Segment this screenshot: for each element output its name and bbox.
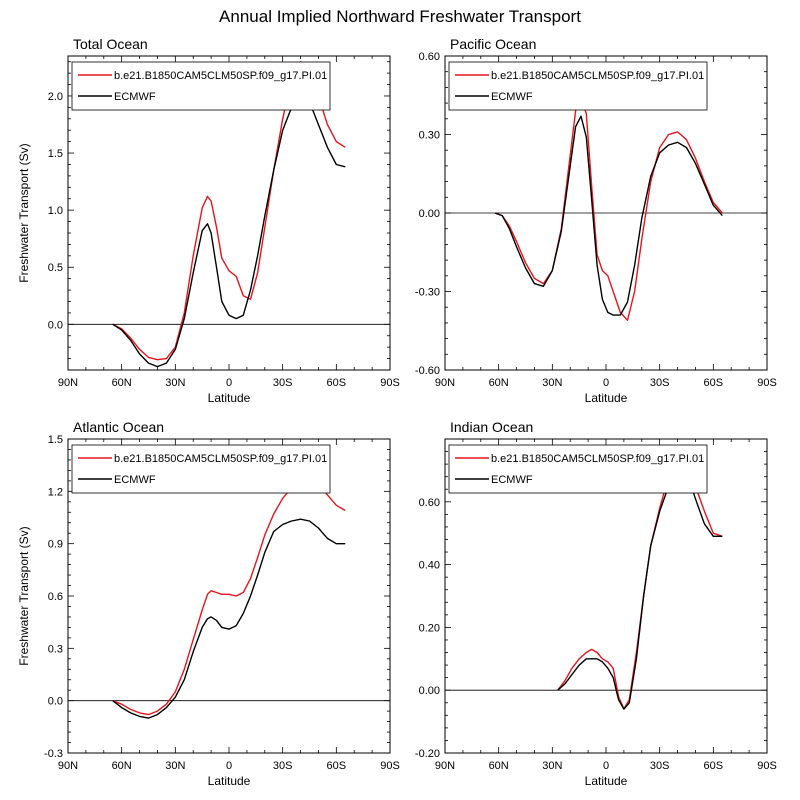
panel-title: Indian Ocean [450, 419, 533, 435]
x-tick-label: 90S [380, 377, 400, 389]
y-tick-label: 1.5 [48, 148, 63, 160]
y-tick-label: 0.5 [48, 262, 63, 274]
x-tick-label: 30S [650, 377, 670, 389]
x-tick-label: 60S [704, 377, 724, 389]
x-tick-label: 60N [112, 760, 132, 772]
x-tick-label: 60S [327, 377, 347, 389]
panel-title: Pacific Ocean [450, 36, 536, 52]
x-axis-label: Latitude [585, 391, 628, 405]
ecmwf-series-line [112, 518, 346, 719]
y-tick-label: 2.0 [48, 91, 63, 103]
x-tick-label: 0 [603, 377, 609, 389]
legend: b.e21.B1850CAM5CLM50SP.f09_g17.PI.01 ECMW… [71, 61, 331, 111]
legend-label: b.e21.B1850CAM5CLM50SP.f09_g17.PI.01 [114, 453, 327, 465]
x-tick-label: 60N [112, 377, 132, 389]
x-tick-label: 90N [435, 760, 455, 772]
legend: b.e21.B1850CAM5CLM50SP.f09_g17.PI.01 ECMW… [448, 444, 708, 494]
legend-label: ECMWF [491, 91, 533, 103]
y-tick-label: 1.5 [48, 434, 63, 446]
x-tick-label: 90N [58, 377, 78, 389]
x-tick-label: 30S [273, 760, 293, 772]
y-tick-label: 0.3 [48, 643, 63, 655]
y-tick-label: 0.0 [48, 696, 63, 708]
figure-title: Annual Implied Northward Freshwater Tran… [219, 7, 581, 26]
model-series-line [494, 97, 723, 321]
x-tick-label: 30N [165, 377, 185, 389]
y-tick-label: 0.00 [419, 685, 440, 697]
y-tick-label: -0.30 [415, 287, 440, 299]
x-tick-label: 30N [165, 760, 185, 772]
y-tick-label: 0.30 [419, 130, 440, 142]
x-tick-label: 30N [542, 377, 562, 389]
ecmwf-series-line [112, 95, 346, 368]
x-axis-label: Latitude [208, 774, 251, 788]
y-tick-label: 0.9 [48, 539, 63, 551]
y-tick-label: 0.20 [419, 622, 440, 634]
chart-panel-0: Total Ocean 90N 60N 30N 0 30S 60S 90S 0.0 0.5 1.0 1… [17, 36, 400, 405]
model-series-line [557, 460, 723, 710]
y-tick-label: -0.20 [415, 748, 440, 760]
legend-box [71, 61, 331, 111]
legend-label: ECMWF [491, 474, 533, 486]
panel-title: Total Ocean [73, 36, 148, 52]
y-tick-label: 0.60 [419, 51, 440, 63]
x-tick-label: 0 [603, 760, 609, 772]
x-tick-label: 90N [58, 760, 78, 772]
y-tick-label: 0.60 [419, 497, 440, 509]
x-tick-label: 0 [226, 760, 232, 772]
x-tick-label: 60S [327, 760, 347, 772]
legend-label: ECMWF [114, 474, 156, 486]
legend-label: b.e21.B1850CAM5CLM50SP.f09_g17.PI.01 [114, 70, 327, 82]
x-tick-label: 30N [542, 760, 562, 772]
chart-panel-3: Indian Ocean 90N 60N 30N 0 30S 60S 90S -0.20 0.00… [415, 419, 777, 788]
y-tick-label: 0.00 [419, 208, 440, 220]
ecmwf-series-line [557, 469, 723, 710]
chart-panel-1: Pacific Ocean 90N 60N 30N 0 30S 60S 90S -0.60 -0.… [415, 36, 777, 405]
model-series-line [112, 478, 346, 716]
y-axis-label: Freshwater Transport (Sv) [17, 143, 31, 282]
legend-label: ECMWF [114, 91, 156, 103]
y-axis-label: Freshwater Transport (Sv) [17, 526, 31, 665]
panels: Total Ocean 90N 60N 30N 0 30S 60S 90S 0.0 0.5 1.0 1… [17, 36, 777, 788]
y-tick-label: 0.0 [48, 319, 63, 331]
legend-box [71, 444, 331, 494]
legend-box [448, 61, 708, 111]
x-tick-label: 90N [435, 377, 455, 389]
legend-label: b.e21.B1850CAM5CLM50SP.f09_g17.PI.01 [491, 453, 704, 465]
x-tick-label: 60S [704, 760, 724, 772]
x-tick-label: 90S [757, 760, 777, 772]
y-tick-label: -0.3 [44, 748, 63, 760]
legend-box [448, 444, 708, 494]
x-axis-label: Latitude [208, 391, 251, 405]
legend-label: b.e21.B1850CAM5CLM50SP.f09_g17.PI.01 [491, 70, 704, 82]
x-tick-label: 30S [650, 760, 670, 772]
ecmwf-series-line [494, 115, 723, 316]
y-tick-label: 0.6 [48, 591, 63, 603]
panel-title: Atlantic Ocean [73, 419, 164, 435]
legend: b.e21.B1850CAM5CLM50SP.f09_g17.PI.01 ECMW… [448, 61, 708, 111]
y-tick-label: 1.0 [48, 205, 63, 217]
y-tick-label: -0.60 [415, 365, 440, 377]
x-tick-label: 90S [380, 760, 400, 772]
x-axis-label: Latitude [585, 774, 628, 788]
x-tick-label: 30S [273, 377, 293, 389]
x-tick-label: 60N [489, 377, 509, 389]
y-tick-label: 1.2 [48, 486, 63, 498]
x-tick-label: 60N [489, 760, 509, 772]
chart-panel-2: Atlantic Ocean 90N 60N 30N 0 30S 60S 90S -0.3 0.0… [17, 419, 400, 788]
y-tick-label: 0.40 [419, 560, 440, 572]
x-tick-label: 90S [757, 377, 777, 389]
legend: b.e21.B1850CAM5CLM50SP.f09_g17.PI.01 ECMW… [71, 444, 331, 494]
x-tick-label: 0 [226, 377, 232, 389]
